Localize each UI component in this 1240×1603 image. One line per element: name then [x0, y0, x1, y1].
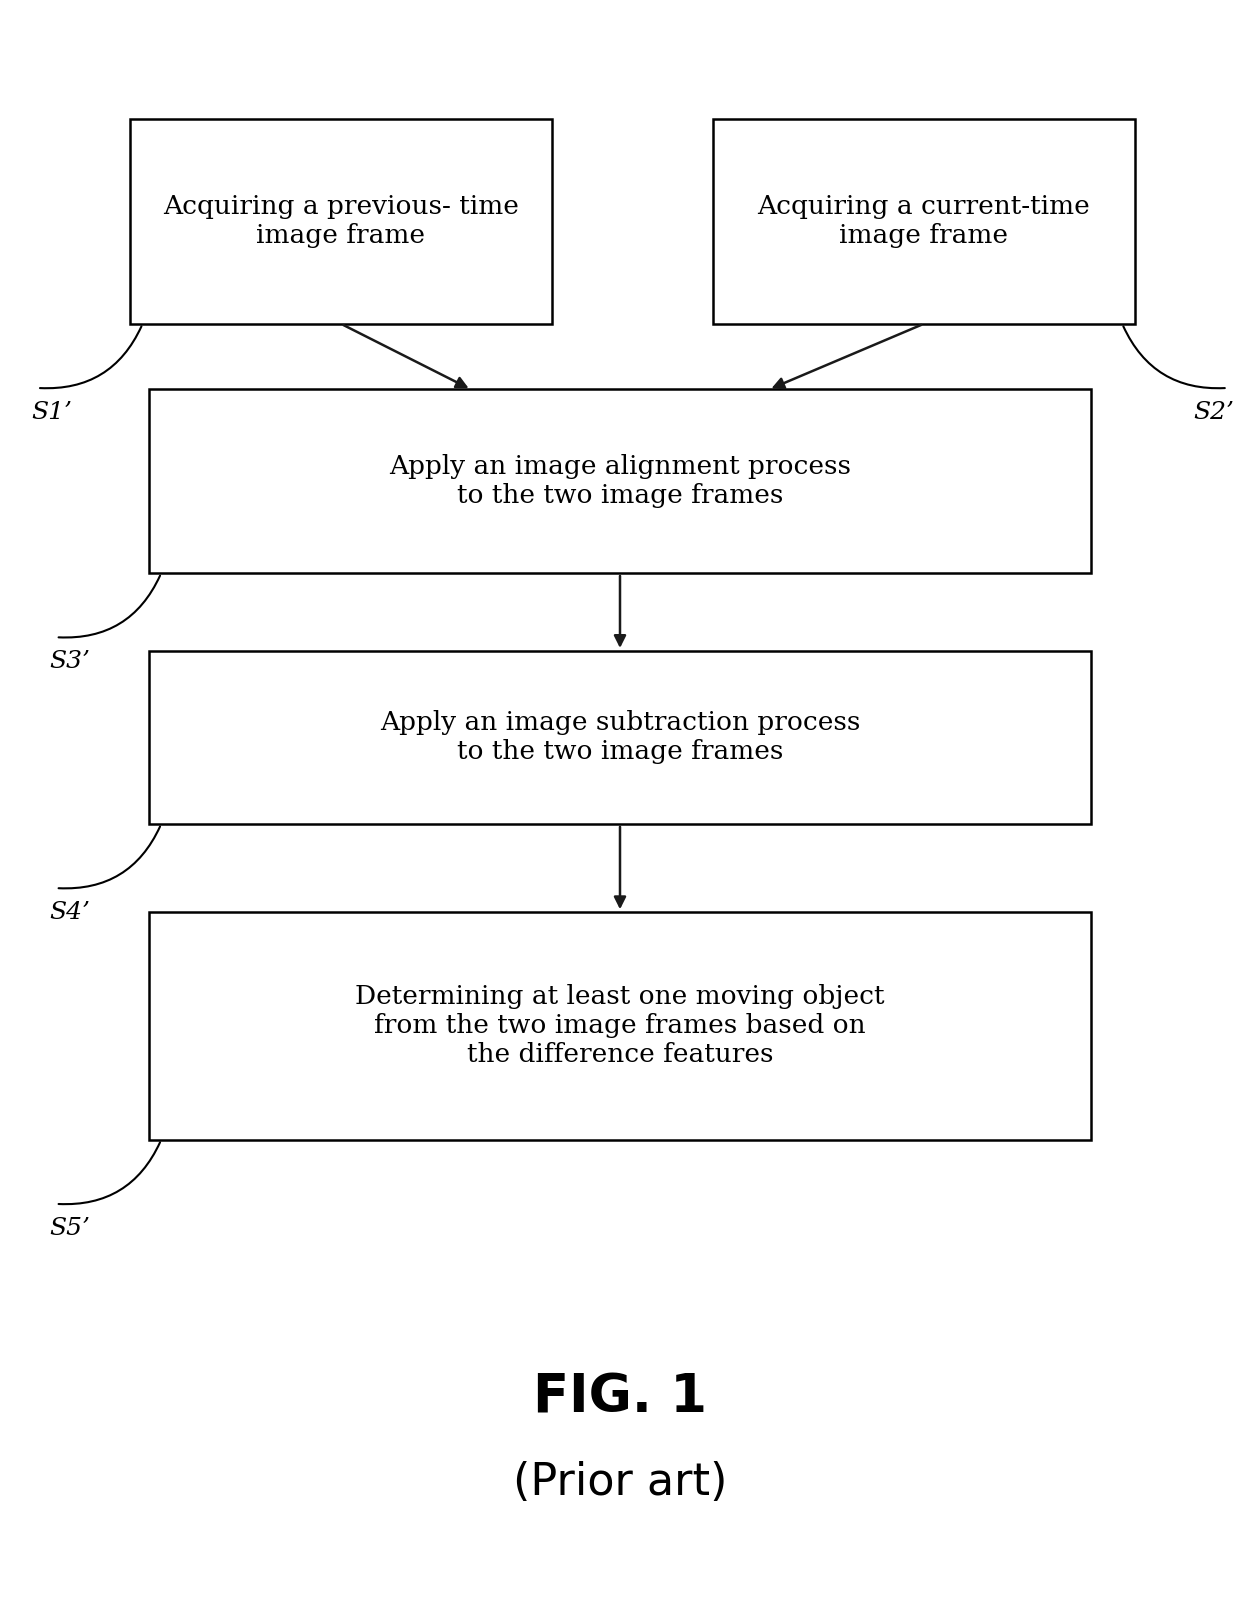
FancyBboxPatch shape	[149, 390, 1091, 574]
Text: Acquiring a previous- time
image frame: Acquiring a previous- time image frame	[164, 194, 518, 248]
Text: S3’: S3’	[50, 651, 91, 673]
Text: FIG. 1: FIG. 1	[533, 1372, 707, 1423]
Text: Apply an image alignment process
to the two image frames: Apply an image alignment process to the …	[389, 454, 851, 508]
Text: Acquiring a current-time
image frame: Acquiring a current-time image frame	[758, 194, 1090, 248]
Text: S5’: S5’	[50, 1217, 91, 1239]
Text: S2’: S2’	[1193, 401, 1234, 423]
FancyBboxPatch shape	[149, 651, 1091, 824]
Text: S1’: S1’	[31, 401, 72, 423]
FancyBboxPatch shape	[149, 912, 1091, 1140]
Text: Determining at least one moving object
from the two image frames based on
the di: Determining at least one moving object f…	[355, 984, 885, 1068]
Text: S4’: S4’	[50, 901, 91, 923]
FancyBboxPatch shape	[713, 119, 1135, 324]
Text: (Prior art): (Prior art)	[513, 1462, 727, 1504]
FancyBboxPatch shape	[130, 119, 552, 324]
Text: Apply an image subtraction process
to the two image frames: Apply an image subtraction process to th…	[379, 710, 861, 765]
